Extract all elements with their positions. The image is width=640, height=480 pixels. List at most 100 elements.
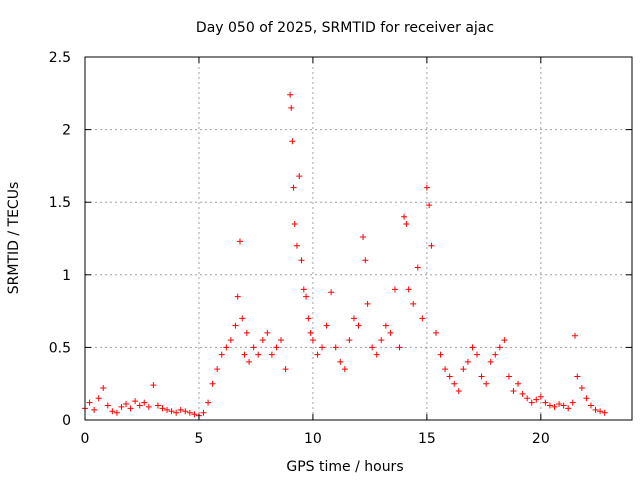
- data-point: [305, 315, 312, 322]
- data-point: [234, 293, 241, 300]
- data-point: [288, 104, 295, 111]
- data-point: [205, 399, 212, 406]
- data-point: [478, 373, 485, 380]
- data-point: [519, 390, 526, 397]
- data-point: [364, 300, 371, 307]
- y-tick-label: 2: [62, 123, 71, 139]
- data-point: [243, 329, 250, 336]
- data-point: [182, 408, 189, 415]
- data-point: [319, 344, 326, 351]
- x-tick-label: 5: [194, 431, 203, 447]
- data-point: [337, 358, 344, 365]
- data-point: [378, 337, 385, 344]
- data-point: [91, 406, 98, 413]
- data-point: [132, 398, 139, 405]
- data-point: [569, 399, 576, 406]
- data-point: [574, 373, 581, 380]
- data-point: [505, 373, 512, 380]
- data-point: [282, 366, 289, 373]
- y-tick-label: 0.5: [49, 340, 71, 356]
- x-tick-label: 20: [532, 431, 550, 447]
- data-point: [578, 385, 585, 392]
- data-point: [287, 91, 294, 98]
- data-point: [145, 403, 152, 410]
- data-point: [214, 366, 221, 373]
- data-point: [437, 351, 444, 358]
- data-point: [123, 401, 130, 408]
- data-point: [355, 322, 362, 329]
- data-point: [414, 264, 421, 271]
- y-tick-label: 1: [62, 268, 71, 284]
- data-point: [264, 329, 271, 336]
- data-point: [387, 329, 394, 336]
- x-tick-label: 15: [418, 431, 436, 447]
- data-point: [410, 300, 417, 307]
- x-tick-label: 10: [304, 431, 322, 447]
- data-point: [528, 399, 535, 406]
- data-point: [446, 373, 453, 380]
- data-point: [492, 351, 499, 358]
- data-point: [246, 358, 253, 365]
- data-point: [239, 315, 246, 322]
- data-point: [328, 289, 335, 296]
- data-point: [296, 173, 303, 180]
- data-point: [278, 337, 285, 344]
- data-point: [268, 351, 275, 358]
- data-point: [95, 395, 102, 402]
- data-point: [289, 138, 296, 145]
- data-point: [100, 385, 107, 392]
- data-point: [487, 358, 494, 365]
- x-tick-label: 0: [81, 431, 90, 447]
- data-point: [373, 351, 380, 358]
- data-point: [314, 351, 321, 358]
- data-point: [227, 337, 234, 344]
- data-point: [141, 399, 148, 406]
- data-point: [496, 344, 503, 351]
- axis-ticks: 0 0.5 1 1.5 2 2.5 0 5 10 15 20: [49, 50, 632, 447]
- data-point: [218, 351, 225, 358]
- data-point: [592, 406, 599, 413]
- data-point: [362, 257, 369, 264]
- chart-title: Day 050 of 2025, SRMTID for receiver aja…: [196, 20, 494, 36]
- data-point: [451, 380, 458, 387]
- data-point: [164, 406, 171, 413]
- data-point: [86, 399, 93, 406]
- data-point: [542, 399, 549, 406]
- data-point: [556, 401, 563, 408]
- data-point: [426, 202, 433, 209]
- data-point: [298, 257, 305, 264]
- data-point: [136, 402, 143, 409]
- data-point: [405, 286, 412, 293]
- data-point: [303, 293, 310, 300]
- data-point: [428, 242, 435, 249]
- data-point: [382, 322, 389, 329]
- data-point: [346, 337, 353, 344]
- data-point: [350, 315, 357, 322]
- data-point: [551, 403, 558, 410]
- data-point: [524, 395, 531, 402]
- data-point: [464, 358, 471, 365]
- data-point: [601, 409, 608, 416]
- data-point: [360, 234, 367, 241]
- x-axis-label: GPS time / hours: [286, 459, 403, 475]
- data-point: [423, 184, 430, 191]
- data-point: [150, 382, 157, 389]
- data-point: [209, 380, 216, 387]
- data-point: [369, 344, 376, 351]
- data-point: [460, 366, 467, 373]
- data-point: [255, 351, 262, 358]
- data-point: [474, 351, 481, 358]
- data-point: [307, 329, 314, 336]
- data-point: [232, 322, 239, 329]
- data-point: [332, 344, 339, 351]
- data-point: [572, 332, 579, 339]
- data-point: [587, 402, 594, 409]
- data-point: [455, 387, 462, 394]
- data-point: [501, 337, 508, 344]
- data-point: [597, 408, 604, 415]
- data-point: [273, 344, 280, 351]
- data-point: [510, 387, 517, 394]
- data-point: [236, 238, 243, 245]
- data-point: [483, 380, 490, 387]
